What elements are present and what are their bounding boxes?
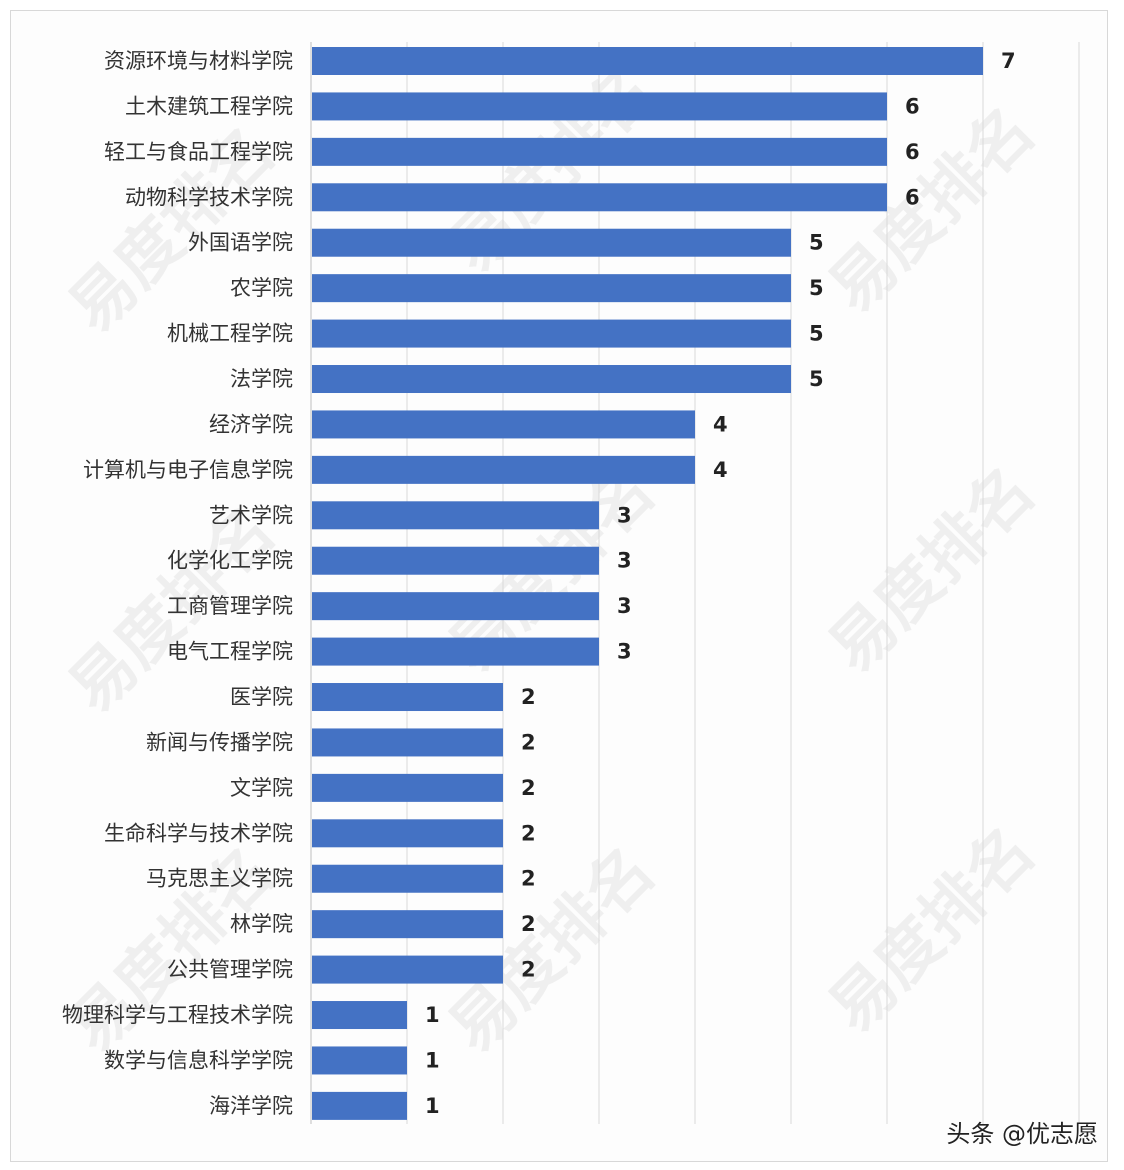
data-label: 1	[425, 1048, 440, 1072]
data-label: 5	[809, 276, 824, 300]
category-label: 艺术学院	[209, 503, 293, 527]
bar	[312, 546, 599, 575]
data-label: 7	[1001, 49, 1016, 73]
data-label: 2	[521, 958, 536, 982]
data-label: 2	[521, 912, 536, 936]
category-label: 资源环境与材料学院	[104, 49, 293, 73]
category-label: 工商管理学院	[167, 594, 293, 618]
category-label: 计算机与电子信息学院	[83, 458, 293, 482]
bar	[312, 683, 503, 712]
data-label: 2	[521, 867, 536, 891]
category-label: 土木建筑工程学院	[125, 94, 293, 118]
bar	[312, 365, 791, 394]
bar	[312, 228, 791, 257]
category-label: 经济学院	[209, 412, 293, 436]
category-label: 机械工程学院	[167, 322, 293, 346]
category-label: 农学院	[230, 276, 293, 300]
category-label: 新闻与传播学院	[146, 730, 293, 754]
bar	[312, 592, 599, 621]
bar	[312, 864, 503, 893]
source-credit: 头条 @优志愿	[946, 1120, 1098, 1148]
data-label: 5	[809, 322, 824, 346]
data-label: 6	[905, 185, 920, 209]
bar	[312, 1001, 407, 1030]
category-label: 林学院	[230, 912, 293, 936]
data-label: 6	[905, 94, 920, 118]
bar	[312, 1091, 407, 1120]
category-label: 动物科学技术学院	[125, 185, 293, 209]
data-label: 1	[425, 1003, 440, 1027]
category-label: 文学院	[230, 776, 293, 800]
data-label: 6	[905, 140, 920, 164]
category-label: 医学院	[230, 685, 293, 709]
data-label: 1	[425, 1094, 440, 1118]
bar	[312, 410, 695, 439]
category-label: 轻工与食品工程学院	[104, 140, 293, 164]
data-label: 3	[617, 594, 632, 618]
data-label: 4	[713, 458, 728, 482]
category-label: 外国语学院	[188, 231, 293, 255]
bar	[312, 47, 983, 75]
bar	[312, 910, 503, 939]
data-label: 2	[521, 730, 536, 754]
bar	[312, 183, 887, 212]
category-label: 化学化工学院	[167, 549, 293, 573]
bar	[312, 455, 695, 484]
category-label: 公共管理学院	[167, 958, 293, 982]
data-label: 5	[809, 231, 824, 255]
data-label: 5	[809, 367, 824, 391]
bar	[312, 1046, 407, 1075]
data-label: 3	[617, 640, 632, 664]
category-label: 海洋学院	[209, 1094, 293, 1118]
data-label: 2	[521, 821, 536, 845]
data-label: 4	[713, 412, 728, 436]
bar	[312, 137, 887, 166]
bar	[312, 819, 503, 848]
bar	[312, 955, 503, 984]
data-label: 3	[617, 503, 632, 527]
bar	[312, 728, 503, 757]
data-label: 2	[521, 685, 536, 709]
data-label: 3	[617, 549, 632, 573]
category-label: 法学院	[230, 367, 293, 391]
bar	[312, 637, 599, 666]
category-label: 生命科学与技术学院	[104, 821, 293, 845]
category-label: 物理科学与工程技术学院	[62, 1003, 293, 1027]
data-label: 2	[521, 776, 536, 800]
bar	[312, 92, 887, 121]
category-label: 数学与信息科学学院	[104, 1048, 293, 1072]
category-label: 马克思主义学院	[146, 867, 293, 891]
bar	[312, 274, 791, 303]
category-label: 电气工程学院	[167, 640, 293, 664]
bar	[312, 773, 503, 802]
bar	[312, 501, 599, 530]
bar	[312, 319, 791, 348]
